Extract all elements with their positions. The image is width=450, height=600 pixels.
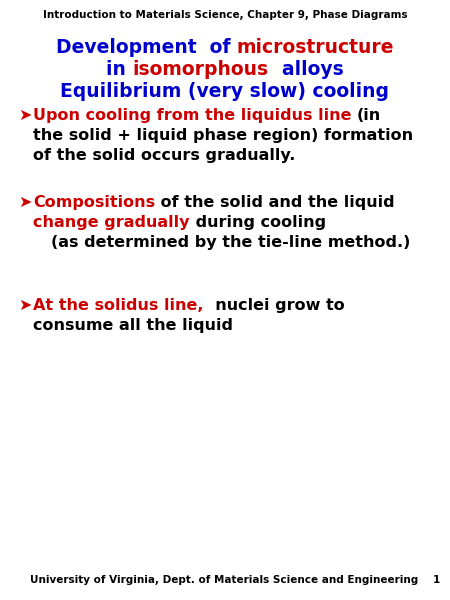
Text: ➤: ➤: [18, 195, 32, 210]
Text: Development  of: Development of: [56, 38, 237, 57]
Text: Upon cooling from the liquidus line: Upon cooling from the liquidus line: [33, 108, 357, 123]
Text: of the solid occurs gradually.: of the solid occurs gradually.: [33, 148, 295, 163]
Text: consume all the liquid: consume all the liquid: [33, 318, 233, 333]
Text: Equilibrium (very slow) cooling: Equilibrium (very slow) cooling: [60, 82, 390, 101]
Text: during cooling: during cooling: [189, 215, 326, 230]
Text: 1: 1: [433, 575, 440, 585]
Text: in: in: [106, 60, 133, 79]
Text: ➤: ➤: [18, 108, 32, 123]
Text: change gradually: change gradually: [33, 215, 189, 230]
Text: alloys: alloys: [269, 60, 344, 79]
Text: the solid + liquid phase region) formation: the solid + liquid phase region) formati…: [33, 128, 413, 143]
Text: ➤: ➤: [18, 298, 32, 313]
Text: (in: (in: [357, 108, 382, 123]
Text: Compositions: Compositions: [33, 195, 155, 210]
Text: isomorphous: isomorphous: [133, 60, 269, 79]
Text: of the solid and the liquid: of the solid and the liquid: [155, 195, 395, 210]
Text: At the solidus line,: At the solidus line,: [33, 298, 203, 313]
Text: Introduction to Materials Science, Chapter 9, Phase Diagrams: Introduction to Materials Science, Chapt…: [43, 10, 407, 20]
Text: University of Virginia, Dept. of Materials Science and Engineering: University of Virginia, Dept. of Materia…: [30, 575, 418, 585]
Text: (as determined by the tie-line method.): (as determined by the tie-line method.): [51, 235, 410, 250]
Text: microstructure: microstructure: [237, 38, 394, 57]
Text: nuclei grow to: nuclei grow to: [203, 298, 344, 313]
